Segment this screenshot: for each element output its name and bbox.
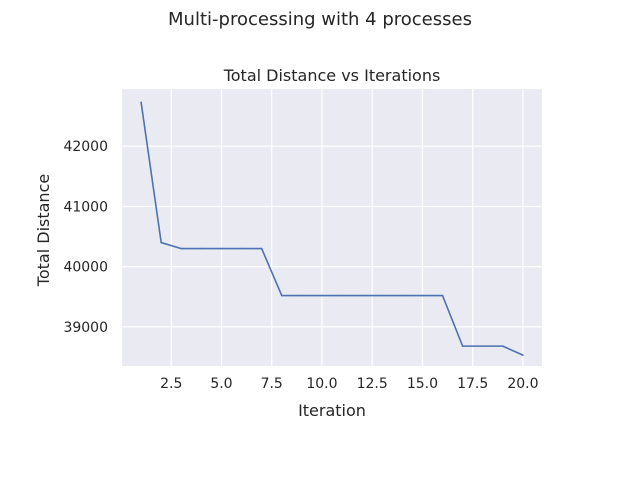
grid-lines xyxy=(122,89,542,366)
data-point xyxy=(441,294,444,297)
data-point xyxy=(361,294,363,297)
data-point xyxy=(341,294,343,297)
data-point xyxy=(200,247,203,250)
data-point xyxy=(160,241,162,244)
y-tick-label: 40000 xyxy=(63,260,108,276)
x-tick-label: 5.0 xyxy=(210,376,232,392)
chart-title: Total Distance vs Iterations xyxy=(223,66,441,85)
series-layer xyxy=(140,101,524,356)
y-tick-label: 39000 xyxy=(63,320,108,336)
series-line xyxy=(140,102,524,356)
data-point xyxy=(180,247,183,250)
x-tick-label: 17.5 xyxy=(457,376,488,392)
data-point xyxy=(381,294,384,297)
data-point xyxy=(461,345,464,347)
x-tick-label: 20.0 xyxy=(507,376,538,392)
figure-suptitle: Multi-processing with 4 processes xyxy=(168,9,472,30)
data-point xyxy=(140,101,142,104)
y-tick-label: 41000 xyxy=(63,199,108,215)
data-point xyxy=(220,247,223,250)
data-point xyxy=(502,345,504,347)
y-axis-label: Total Distance xyxy=(34,174,53,287)
x-tick-label: 7.5 xyxy=(261,376,283,392)
x-tick-label: 12.5 xyxy=(357,376,388,392)
plot-area xyxy=(122,89,542,366)
data-point xyxy=(522,354,524,356)
x-tick-label: 2.5 xyxy=(160,376,182,392)
data-point xyxy=(280,294,283,297)
tick-labels: 2.5 5.0 7.5 10.0 12.5 15.0 17.5 20.0 39000 40000 4… xyxy=(63,139,538,392)
data-point xyxy=(301,294,303,297)
data-point xyxy=(240,247,243,250)
data-point xyxy=(321,294,323,297)
data-point xyxy=(421,294,424,297)
data-point xyxy=(401,294,404,297)
data-point xyxy=(260,247,263,250)
data-point xyxy=(481,345,484,347)
x-axis-label: Iteration xyxy=(298,401,366,420)
x-tick-label: 15.0 xyxy=(407,376,438,392)
y-tick-label: 42000 xyxy=(63,139,108,155)
x-tick-label: 10.0 xyxy=(306,376,337,392)
